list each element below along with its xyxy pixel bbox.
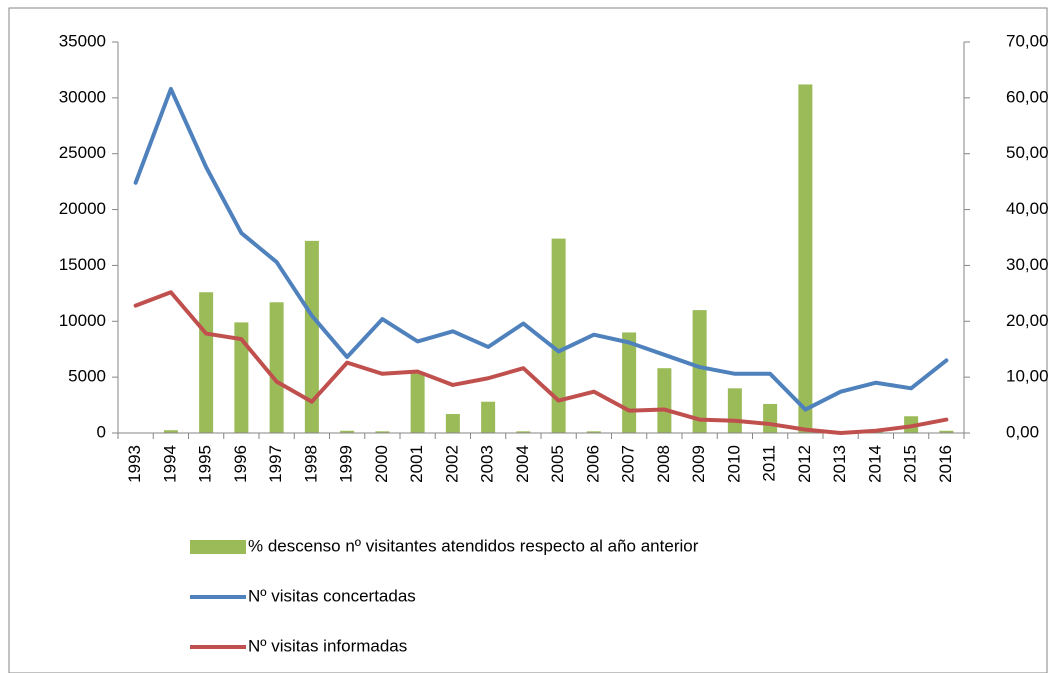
- x-tick-label: 2008: [654, 445, 673, 483]
- bar: [445, 414, 460, 433]
- x-tick-label: 2011: [760, 445, 779, 482]
- bar: [692, 310, 707, 433]
- y2-tick-label: 40,00: [1006, 199, 1049, 218]
- bar: [798, 84, 813, 434]
- line: [133, 86, 949, 412]
- x-tick-label: 1998: [301, 445, 320, 483]
- bar: [481, 401, 496, 433]
- y-tick-label: 25000: [59, 143, 106, 162]
- bar: [727, 388, 742, 433]
- y2-tick-label: 10,00: [1006, 367, 1049, 386]
- x-tick-label: 2015: [901, 445, 920, 483]
- y-tick-label: 15000: [59, 255, 106, 274]
- x-tick-label: 2009: [689, 445, 708, 483]
- x-tick-label: 1993: [125, 445, 144, 483]
- bar: [269, 302, 284, 433]
- bar: [234, 322, 249, 433]
- bar: [375, 431, 390, 433]
- x-tick-label: 1994: [160, 445, 179, 483]
- x-tick-label: 1997: [266, 445, 285, 483]
- bar: [304, 240, 319, 433]
- y-tick-label: 10000: [59, 311, 106, 330]
- bar: [551, 238, 566, 433]
- bar: [410, 372, 425, 433]
- x-tick-label: 2001: [407, 445, 426, 483]
- legend-label: Nº visitas informadas: [248, 636, 407, 655]
- y2-tick-label: 60,00: [1006, 87, 1049, 106]
- y-tick-label: 20000: [59, 199, 106, 218]
- x-tick-label: 2007: [619, 445, 638, 483]
- bar: [340, 430, 355, 433]
- y2-tick-label: 50,00: [1006, 143, 1049, 162]
- bar: [199, 292, 214, 433]
- y-tick-label: 5000: [68, 367, 106, 386]
- bar: [622, 332, 637, 433]
- x-tick-label: 1995: [196, 445, 215, 483]
- x-tick-label: 1996: [231, 445, 250, 483]
- y2-tick-label: 30,00: [1006, 255, 1049, 274]
- y2-tick-label: 20,00: [1006, 311, 1049, 330]
- y-tick-label: 30000: [59, 87, 106, 106]
- chart-border: [8, 7, 1048, 673]
- x-tick-label: 2014: [865, 445, 884, 483]
- x-tick-label: 2005: [548, 445, 567, 483]
- x-tick-label: 2002: [442, 445, 461, 483]
- x-tick-label: 2012: [795, 445, 814, 483]
- y2-tick-label: 70,00: [1006, 31, 1049, 50]
- bar: [939, 430, 954, 433]
- legend-label: % descenso nº visitantes atendidos respe…: [248, 536, 699, 555]
- x-tick-label: 2004: [513, 445, 532, 483]
- x-tick-label: 2013: [830, 445, 849, 483]
- x-tick-label: 2016: [936, 445, 955, 483]
- bar: [763, 403, 778, 433]
- legend-label: Nº visitas concertadas: [248, 586, 416, 605]
- x-tick-label: 2006: [583, 445, 602, 483]
- x-tick-label: 2010: [724, 445, 743, 483]
- x-tick-label: 2003: [478, 445, 497, 483]
- bar: [516, 431, 531, 433]
- bar: [163, 430, 178, 433]
- x-tick-label: 1999: [337, 445, 356, 483]
- y-tick-label: 0: [97, 422, 106, 441]
- bar: [657, 368, 672, 433]
- bar: [586, 431, 601, 433]
- legend-swatch: [190, 540, 246, 554]
- y-tick-label: 35000: [59, 31, 106, 50]
- y2-tick-label: 0,00: [1006, 422, 1039, 441]
- x-tick-label: 2000: [372, 445, 391, 483]
- line: [133, 290, 949, 435]
